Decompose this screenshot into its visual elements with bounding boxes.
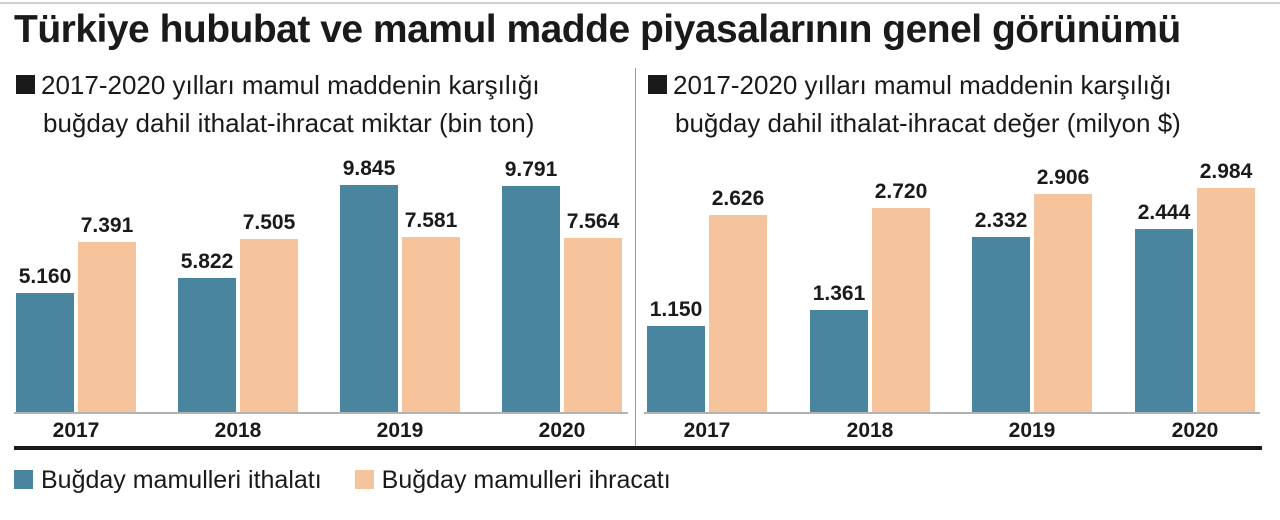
square-bullet-icon (648, 75, 667, 94)
x-tick-label: 2018 (847, 419, 894, 442)
bar-import-2020-value (1135, 229, 1193, 412)
bar-export-2019-value (1034, 194, 1092, 412)
data-label: 9.845 (343, 157, 396, 180)
data-label: 5.160 (19, 265, 72, 288)
bar-import-2020-quantity (502, 186, 560, 412)
bar-export-2018-value (872, 208, 930, 412)
bar-import-2019-quantity (340, 185, 398, 412)
x-tick-label: 2020 (1172, 419, 1219, 442)
left-chart-title-line1: 2017-2020 yılları mamul maddenin karşılı… (41, 70, 540, 100)
left-chart-title: 2017-2020 yılları mamul maddenin karşılı… (16, 66, 540, 142)
data-label: 7.581 (405, 209, 458, 232)
data-label: 1.150 (650, 298, 703, 321)
x-tick-label: 2017 (53, 419, 100, 442)
legend-label-import: Buğday mamulleri ithalatı (41, 466, 322, 494)
bar-export-2017-quantity (78, 242, 136, 412)
x-tick-label: 2018 (215, 419, 262, 442)
data-label: 7.505 (243, 211, 296, 234)
x-tick-label: 2019 (1009, 419, 1056, 442)
legend: Buğday mamulleri ithalatı Buğday mamulle… (14, 466, 697, 495)
square-bullet-icon (16, 75, 35, 94)
data-label: 2.906 (1037, 166, 1090, 189)
right-chart-title: 2017-2020 yılları mamul maddenin karşılı… (648, 66, 1181, 142)
data-label: 2.332 (975, 209, 1028, 232)
data-label: 2.626 (712, 187, 765, 210)
data-label: 7.564 (567, 210, 620, 233)
data-label: 1.361 (813, 282, 866, 305)
bar-import-2018-value (810, 310, 868, 412)
data-label: 5.822 (181, 250, 234, 273)
bar-import-2019-value (972, 237, 1030, 412)
x-tick-label: 2020 (539, 419, 586, 442)
bar-export-2020-quantity (564, 238, 622, 412)
data-label: 2.444 (1138, 201, 1191, 224)
x-tick-label: 2019 (377, 419, 424, 442)
data-label: 7.391 (81, 214, 134, 237)
bar-export-2017-value (709, 215, 767, 412)
bar-export-2020-value (1197, 188, 1255, 412)
bar-import-2017-value (647, 326, 705, 412)
legend-item-import: Buğday mamulleri ithalatı (14, 466, 322, 495)
legend-label-export: Buğday mamulleri ihracatı (381, 466, 671, 494)
legend-item-export: Buğday mamulleri ihracatı (354, 466, 671, 495)
legend-swatch-import (14, 470, 33, 489)
bar-export-2019-quantity (402, 237, 460, 412)
top-rule (0, 2, 1280, 4)
x-tick-label: 2017 (684, 419, 731, 442)
chart-divider (635, 68, 636, 448)
right-chart-title-line2: buğday dahil ithalat-ihracat değer (mily… (675, 108, 1181, 138)
bar-import-2017-quantity (16, 293, 74, 412)
bottom-rule (14, 446, 1262, 450)
bar-export-2018-quantity (240, 239, 298, 412)
data-label: 2.720 (875, 180, 928, 203)
data-label: 2.984 (1200, 160, 1253, 183)
page-title: Türkiye hububat ve mamul madde piyasalar… (14, 8, 1181, 51)
bar-import-2018-quantity (178, 278, 236, 412)
right-chart-title-line1: 2017-2020 yılları mamul maddenin karşılı… (673, 70, 1172, 100)
left-chart-title-line2: buğday dahil ithalat-ihracat miktar (bin… (43, 108, 535, 138)
data-label: 9.791 (505, 158, 558, 181)
legend-swatch-export (354, 470, 374, 489)
